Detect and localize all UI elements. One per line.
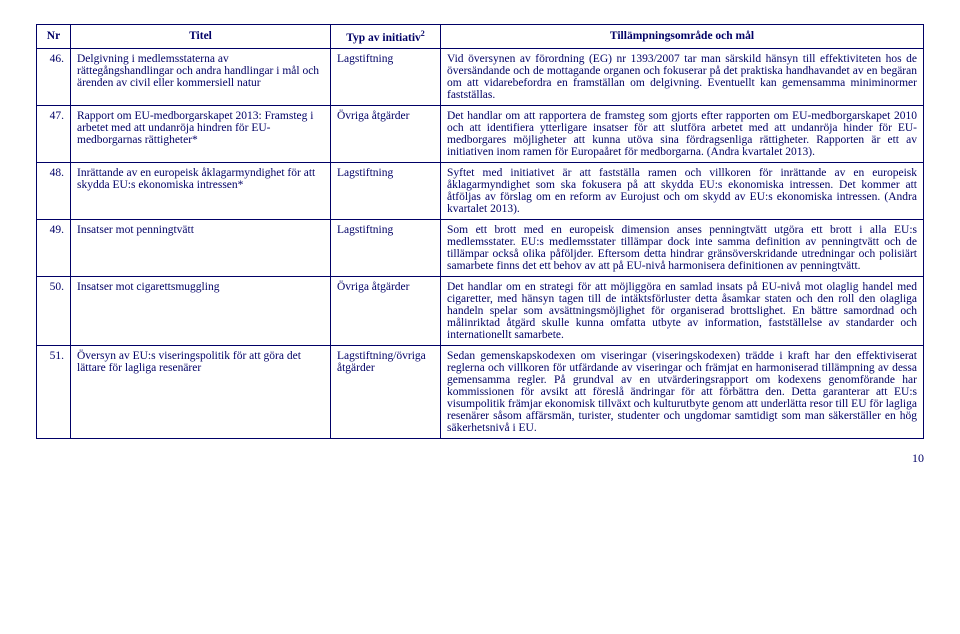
cell-titel: Översyn av EU:s viseringspolitik för att… xyxy=(71,345,331,438)
cell-nr: 48. xyxy=(37,162,71,219)
cell-typ: Lagstiftning xyxy=(331,219,441,276)
table-header-row: Nr Titel Typ av initiativ2 Tillämpningso… xyxy=(37,25,924,49)
cell-desc: Det handlar om att rapportera de framste… xyxy=(441,105,924,162)
cell-typ: Övriga åtgärder xyxy=(331,276,441,345)
cell-desc: Som ett brott med en europeisk dimension… xyxy=(441,219,924,276)
cell-typ: Lagstiftning xyxy=(331,162,441,219)
cell-nr: 51. xyxy=(37,345,71,438)
table-row: 47. Rapport om EU-medborgarskapet 2013: … xyxy=(37,105,924,162)
cell-nr: 46. xyxy=(37,48,71,105)
table-row: 51. Översyn av EU:s viseringspolitik för… xyxy=(37,345,924,438)
col-header-typ-text: Typ av initiativ xyxy=(346,32,421,44)
col-header-typ: Typ av initiativ2 xyxy=(331,25,441,49)
cell-desc: Det handlar om en strategi för att möjli… xyxy=(441,276,924,345)
col-header-typ-sup: 2 xyxy=(421,29,425,38)
cell-nr: 50. xyxy=(37,276,71,345)
cell-nr: 47. xyxy=(37,105,71,162)
col-header-mal: Tillämpningsområde och mål xyxy=(441,25,924,49)
cell-desc: Syftet med initiativet är att fastställa… xyxy=(441,162,924,219)
table-row: 48. Inrättande av en europeisk åklagarmy… xyxy=(37,162,924,219)
cell-titel: Insatser mot cigarettsmuggling xyxy=(71,276,331,345)
table-row: 49. Insatser mot penningtvätt Lagstiftni… xyxy=(37,219,924,276)
table-row: 46. Delgivning i medlemsstaterna av rätt… xyxy=(37,48,924,105)
col-header-titel: Titel xyxy=(71,25,331,49)
cell-desc: Vid översynen av förordning (EG) nr 1393… xyxy=(441,48,924,105)
cell-desc: Sedan gemenskapskodexen om viseringar (v… xyxy=(441,345,924,438)
cell-titel: Insatser mot penningtvätt xyxy=(71,219,331,276)
col-header-nr: Nr xyxy=(37,25,71,49)
cell-titel: Delgivning i medlemsstaterna av rättegån… xyxy=(71,48,331,105)
initiative-table: Nr Titel Typ av initiativ2 Tillämpningso… xyxy=(36,24,924,439)
cell-typ: Lagstiftning xyxy=(331,48,441,105)
cell-typ: Lagstiftning/övriga åtgärder xyxy=(331,345,441,438)
table-row: 50. Insatser mot cigarettsmuggling Övrig… xyxy=(37,276,924,345)
cell-nr: 49. xyxy=(37,219,71,276)
page-number: 10 xyxy=(36,451,924,466)
cell-typ: Övriga åtgärder xyxy=(331,105,441,162)
cell-titel: Rapport om EU-medborgarskapet 2013: Fram… xyxy=(71,105,331,162)
cell-titel: Inrättande av en europeisk åklagarmyndig… xyxy=(71,162,331,219)
